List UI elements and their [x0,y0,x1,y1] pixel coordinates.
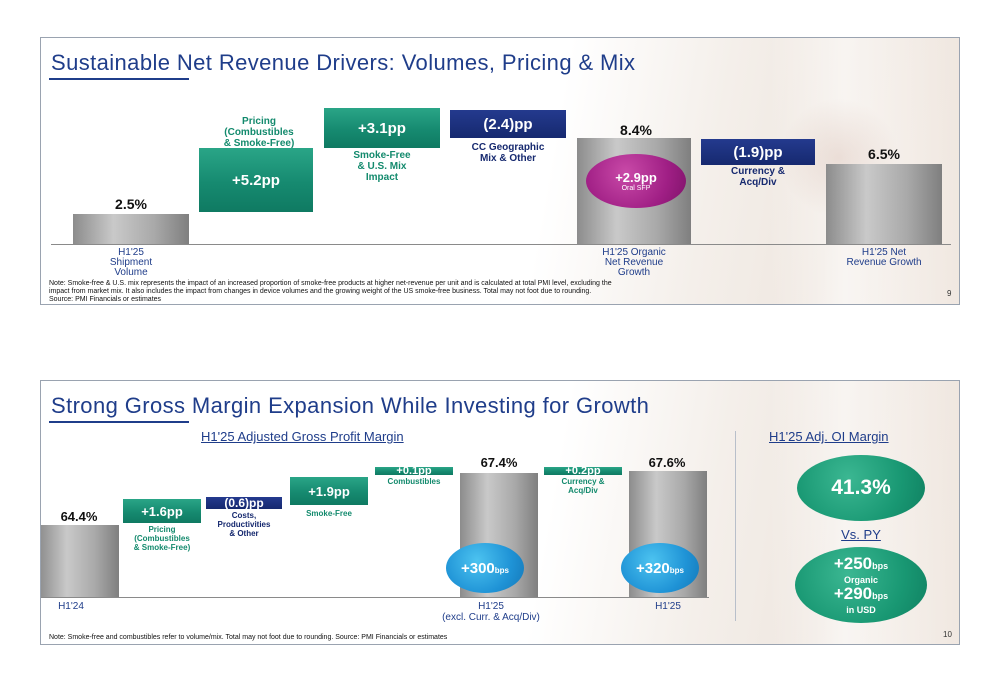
chart-baseline [41,597,709,598]
geo-label: CC Geographic Mix & Other [471,142,545,164]
slide-net-revenue-drivers: Sustainable Net Revenue Drivers: Volumes… [40,37,960,305]
currency-label: Currency & Acq/Div [561,477,605,495]
pricing-label: Pricing (Combustibles & Smoke-Free) [133,525,191,552]
excl-bps-circle: +300bps [446,543,524,593]
chart-baseline [51,244,951,245]
currency-label: Currency & Acq/Div [731,166,785,188]
currency-box: (1.9)pp [701,139,815,165]
h124-value: 64.4% [60,509,98,524]
h124-bar [41,525,119,597]
costs-box: (0.6)pp [206,496,282,510]
slide-title: Strong Gross Margin Expansion While Inve… [51,393,650,418]
h125-label: H1'25 [655,601,681,612]
page-number: 9 [947,289,952,298]
pricing-box: +1.6pp [123,499,201,523]
costs-label: Costs, Productivities & Other [217,511,271,538]
oral-sfp-circle: +2.9pp Oral SFP [586,154,686,208]
shipment-label: H1'25 Shipment Volume [109,247,153,278]
h125-bps-circle: +320bps [621,543,699,593]
pricing-box: +5.2pp [199,148,313,212]
organic-value: 8.4% [620,122,652,138]
smokefree-box: +1.9pp [290,477,368,505]
title-underline [49,421,189,423]
mix-label: Smoke-Free & U.S. Mix Impact [353,150,411,183]
combustibles-label: Combustibles [387,477,441,486]
net-value: 6.5% [868,146,900,162]
excl-value: 67.4% [480,455,518,470]
h125-value: 67.6% [648,455,686,470]
slide-gross-margin: Strong Gross Margin Expansion While Inve… [40,380,960,645]
chart-title: H1'25 Adjusted Gross Profit Margin [201,429,404,444]
combustibles-box: +0.1pp [375,465,453,477]
shipment-value: 2.5% [115,196,147,212]
pricing-label: Pricing (Combustibles & Smoke-Free) [223,116,295,149]
oi-change-circle: +250bps Organic +290bps in USD [795,547,927,623]
net-bar [826,164,942,244]
h124-label: H1'24 [58,601,84,612]
excl-label: H1'25 (excl. Curr. & Acq/Div) [442,601,540,623]
net-label: H1'25 Net Revenue Growth [846,247,922,268]
geo-box: (2.4)pp [450,110,566,138]
section-divider [735,431,736,621]
vs-py-label: Vs. PY [841,527,881,542]
slide-title: Sustainable Net Revenue Drivers: Volumes… [51,50,636,75]
shipment-bar [73,214,189,244]
currency-box: +0.2pp [544,465,622,477]
smokefree-label: Smoke-Free [306,509,352,518]
footnote: Note: Smoke-free & U.S. mix represents t… [49,280,612,303]
title-underline [49,78,189,80]
oi-margin-circle: 41.3% [797,455,925,521]
organic-label: H1'25 Organic Net Revenue Growth [602,247,666,278]
footnote: Note: Smoke-free and combustibles refer … [49,634,448,641]
page-number: 10 [943,630,952,639]
oi-title: H1'25 Adj. OI Margin [769,429,889,444]
mix-box: +3.1pp [324,108,440,148]
